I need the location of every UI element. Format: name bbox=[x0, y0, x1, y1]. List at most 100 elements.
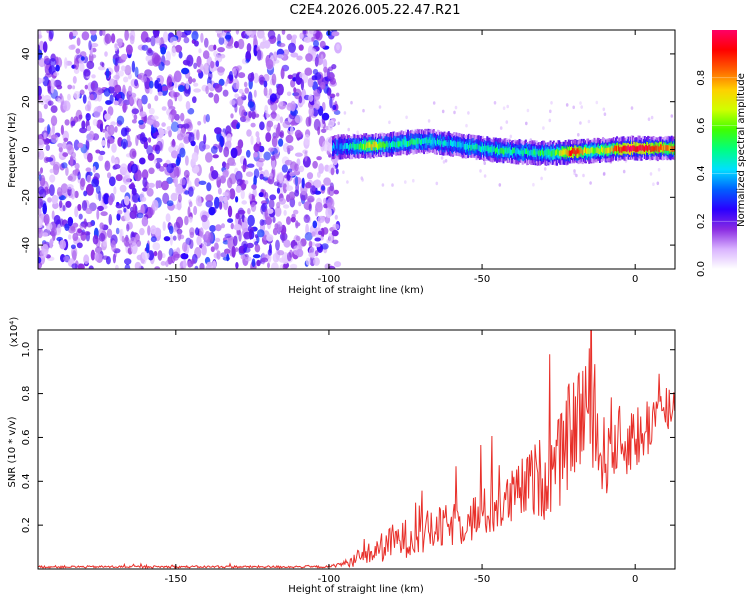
signal-cell bbox=[522, 149, 525, 156]
heatmap-cell bbox=[82, 94, 87, 104]
heatmap-cell bbox=[79, 223, 86, 229]
heatmap-cell bbox=[218, 78, 225, 86]
heatmap-cell bbox=[168, 114, 172, 121]
heatmap-cell bbox=[506, 104, 510, 109]
heatmap-cell bbox=[111, 155, 115, 164]
signal-cell bbox=[586, 148, 588, 155]
heatmap-cell bbox=[268, 199, 275, 209]
heatmap-cell bbox=[257, 158, 266, 163]
signal-track bbox=[332, 128, 675, 166]
heatmap-cell bbox=[96, 209, 100, 220]
heatmap-cell bbox=[331, 31, 340, 37]
heatmap-cell bbox=[235, 247, 239, 253]
heatmap-cell bbox=[577, 133, 580, 137]
heatmap-cell bbox=[299, 32, 304, 40]
signal-cell bbox=[643, 146, 646, 152]
snr-y-ticks: 0.2 0.4 0.6 0.8 1.0 bbox=[21, 342, 675, 533]
signal-cell bbox=[378, 143, 381, 150]
heatmap-cell bbox=[66, 184, 74, 190]
signal-cell bbox=[636, 146, 639, 152]
heatmap-cell bbox=[176, 30, 183, 38]
signal-cell bbox=[542, 149, 545, 155]
colorbar-label: Normalized spectral amplitude bbox=[736, 73, 747, 227]
heatmap-cell bbox=[179, 147, 186, 158]
heatmap-cell bbox=[150, 236, 157, 243]
heatmap-cell bbox=[270, 155, 276, 161]
heatmap-cell bbox=[314, 99, 321, 110]
heatmap-cell bbox=[230, 121, 238, 128]
heatmap-cell bbox=[278, 171, 284, 184]
signal-cell bbox=[384, 143, 387, 150]
heatmap-cell bbox=[180, 112, 185, 122]
heatmap-cell bbox=[53, 214, 61, 225]
heatmap-cell bbox=[309, 30, 317, 35]
heatmap-cell bbox=[70, 151, 76, 159]
signal-cell bbox=[396, 141, 399, 148]
heatmap-cell bbox=[191, 30, 199, 41]
signal-cell bbox=[395, 142, 398, 148]
heatmap-cell bbox=[314, 72, 322, 81]
heatmap-cell bbox=[180, 128, 186, 138]
heatmap-cell bbox=[183, 136, 190, 144]
heatmap-cell bbox=[73, 67, 80, 74]
heatmap-cell bbox=[233, 235, 238, 247]
signal-cell bbox=[448, 142, 451, 148]
heatmap-cell bbox=[124, 64, 132, 76]
heatmap-cell bbox=[286, 145, 294, 152]
heatmap-cell bbox=[212, 260, 217, 269]
heatmap-cell bbox=[327, 72, 335, 80]
heatmap-cell bbox=[246, 242, 254, 249]
signal-cell bbox=[593, 148, 596, 154]
heatmap-cell bbox=[189, 239, 194, 250]
heatmap-cell bbox=[444, 159, 448, 163]
heatmap-cell bbox=[227, 205, 233, 218]
heatmap-cell bbox=[97, 205, 104, 212]
heatmap-cell bbox=[111, 240, 116, 252]
snr-panel: -150 -100 -50 0 0.2 0.4 0.6 0.8 1.0 Height of s… bbox=[7, 317, 676, 595]
heatmap-cell bbox=[432, 101, 436, 105]
heatmap-cell bbox=[62, 141, 67, 150]
heatmap-cell bbox=[258, 145, 265, 153]
heatmap-cell bbox=[315, 243, 321, 248]
heatmap-cell bbox=[271, 262, 279, 269]
signal-cell bbox=[571, 150, 573, 156]
signal-cell bbox=[620, 146, 623, 153]
heatmap-cell bbox=[244, 180, 249, 185]
heatmap-cell bbox=[114, 84, 122, 94]
heatmap-cell bbox=[575, 173, 578, 178]
heatmap-cell bbox=[162, 31, 169, 43]
signal-cell bbox=[434, 139, 437, 146]
heatmap-cell bbox=[234, 103, 238, 113]
heatmap-cell bbox=[285, 185, 294, 192]
snr-x-label: Height of straight line (km) bbox=[288, 584, 424, 595]
heatmap-cell bbox=[101, 140, 106, 146]
heatmap-cells bbox=[38, 30, 674, 269]
x-tick-label: -100 bbox=[318, 574, 341, 585]
heatmap-cell bbox=[188, 76, 193, 85]
signal-cell bbox=[556, 149, 558, 155]
heatmap-cell bbox=[290, 125, 294, 136]
heatmap-cell bbox=[77, 228, 82, 234]
signal-cell bbox=[560, 150, 563, 156]
signal-cell bbox=[372, 141, 375, 148]
heatmap-cell bbox=[57, 143, 64, 148]
heatmap-cell bbox=[313, 257, 320, 266]
heatmap-cell bbox=[265, 132, 272, 143]
heatmap-cell bbox=[308, 94, 314, 102]
heatmap-cell bbox=[263, 40, 271, 49]
heatmap-cell bbox=[278, 138, 284, 147]
heatmap-cell bbox=[286, 91, 292, 97]
signal-cell bbox=[445, 140, 448, 146]
heatmap-cell bbox=[245, 30, 252, 36]
heatmap-cell bbox=[550, 101, 553, 105]
heatmap-cell bbox=[247, 72, 255, 82]
heatmap-cell bbox=[236, 96, 244, 106]
heatmap-cell bbox=[61, 162, 68, 169]
signal-cell bbox=[404, 139, 407, 146]
heatmap-cell bbox=[47, 100, 54, 106]
heatmap-cell bbox=[183, 169, 190, 178]
heatmap-cell bbox=[39, 174, 46, 187]
heatmap-cell bbox=[38, 85, 42, 96]
heatmap-cell bbox=[131, 108, 139, 115]
heatmap-cell bbox=[243, 247, 251, 253]
